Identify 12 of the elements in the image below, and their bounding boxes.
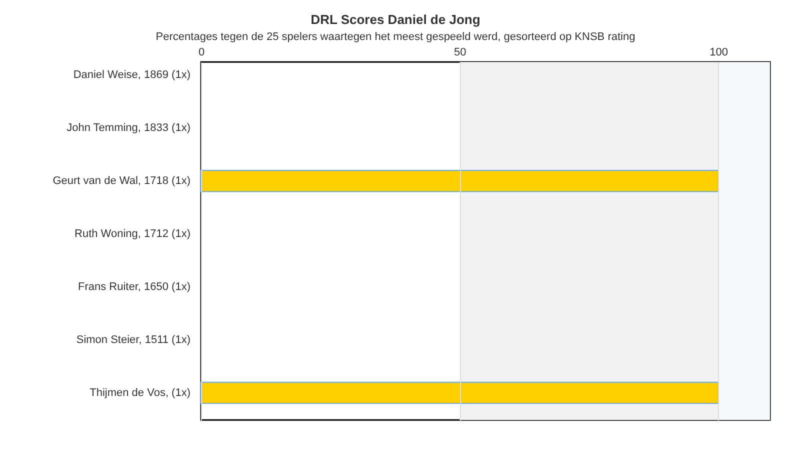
x-tick-label: 50 [454,46,466,58]
y-tick-label: Frans Ruiter, 1650 (1x) [78,280,190,293]
x-tick-label: 0 [198,46,205,58]
chart-title: DRL Scores Daniel de Jong [310,12,480,27]
y-tick-label: Geurt van de Wal, 1718 (1x) [52,174,190,187]
chart-subtitle: Percentages tegen de 25 spelers waartegen het meest gespeeld werd, gesorteerd op KNSB rating [156,31,636,43]
y-tick-label: Ruth Woning, 1712 (1x) [74,228,190,240]
y-tick-label: Thijmen de Vos, (1x) [90,386,190,399]
y-tick-label: John Temming, 1833 (1x) [66,122,190,134]
x-tick-label: 100 [710,46,728,58]
y-tick-label: Daniel Weise, 1869 (1x) [73,69,190,82]
y-tick-label: Simon Steier, 1511 (1x) [76,334,190,346]
